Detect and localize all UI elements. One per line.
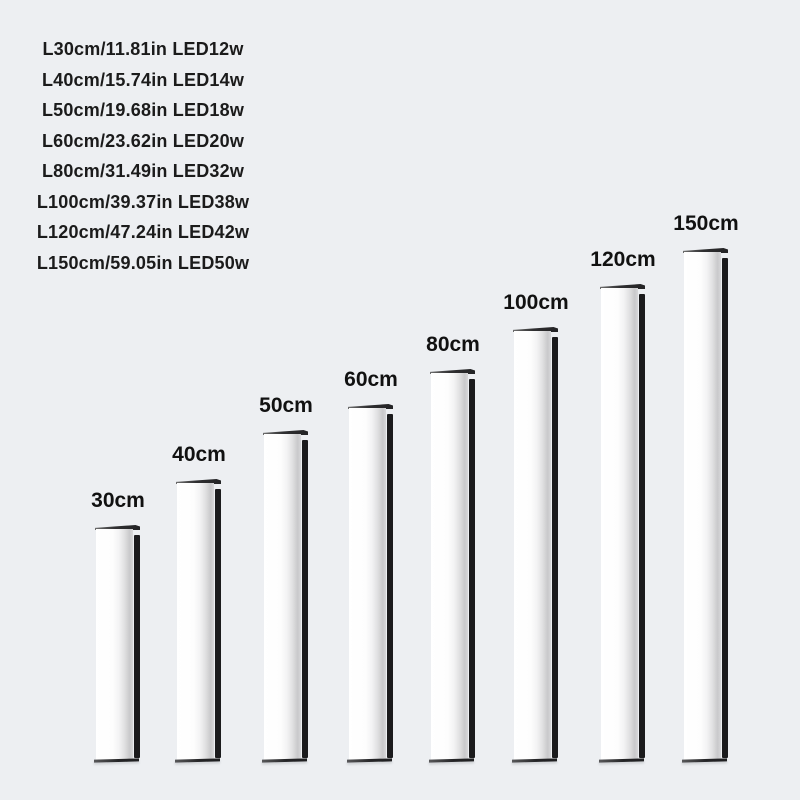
lamp-120cm: 120cm	[590, 248, 656, 763]
led-strip	[639, 294, 645, 758]
lamp-base-line	[347, 758, 392, 763]
spec-line: L60cm/23.62in LED20w	[41, 130, 245, 151]
led-strip	[215, 489, 221, 758]
led-strip	[552, 337, 558, 758]
lamp-label: 60cm	[344, 368, 398, 391]
lamp-label: 40cm	[172, 443, 226, 466]
lamp-label: 30cm	[91, 489, 145, 512]
lamp-label: 50cm	[259, 394, 313, 417]
lamp-base-line	[599, 758, 644, 763]
spec-line: L40cm/15.74in LED14w	[41, 69, 245, 90]
lamp-base-line	[682, 758, 727, 763]
lamp-cap	[513, 327, 558, 332]
lamp-80cm: 80cm	[426, 333, 480, 763]
lamp-cap	[263, 430, 308, 435]
lamp-base-line	[175, 758, 220, 763]
lamp-30cm: 30cm	[91, 489, 145, 763]
lamp-base-line	[94, 758, 139, 763]
lamp-cap	[176, 479, 221, 484]
spec-list: L30cm/11.81in LED12w L40cm/15.74in LED14…	[18, 34, 268, 278]
lamp-100cm: 100cm	[503, 291, 569, 763]
lamp-50cm: 50cm	[259, 394, 313, 763]
spec-line: L50cm/19.68in LED18w	[41, 100, 245, 120]
spec-line: L150cm/59.05in LED50w	[36, 252, 250, 273]
led-strip	[469, 379, 475, 758]
lamp-cap	[683, 248, 728, 253]
lamp-cap	[95, 525, 140, 530]
lamp-label: 150cm	[673, 212, 739, 235]
lamp-label: 80cm	[426, 333, 480, 356]
lamp-label: 120cm	[590, 248, 656, 271]
lamp-40cm: 40cm	[172, 443, 226, 763]
spec-line: L120cm/47.24in LED42w	[36, 222, 250, 242]
lamp-150cm: 150cm	[673, 212, 739, 763]
lamp-body	[514, 331, 551, 760]
lamp-body	[601, 288, 638, 760]
lamp-body	[684, 252, 721, 760]
lamp-base-line	[512, 758, 557, 763]
lamp-60cm: 60cm	[344, 368, 398, 763]
lamp-cap	[430, 369, 475, 374]
lamp-body	[431, 373, 468, 760]
lamp-label: 100cm	[503, 291, 569, 314]
led-strip	[134, 535, 140, 758]
lamp-body	[349, 408, 386, 760]
led-strip	[387, 414, 393, 758]
lamp-body	[96, 529, 133, 760]
lamp-base-line	[262, 758, 307, 763]
lamp-cap	[348, 404, 393, 409]
spec-line: L80cm/31.49in LED32w	[41, 161, 245, 181]
led-strip	[722, 258, 728, 758]
lamp-base-line	[429, 758, 474, 763]
lamp-cap	[600, 284, 645, 289]
spec-line: L30cm/11.81in LED12w	[42, 39, 244, 59]
lamp-body	[264, 434, 301, 760]
lamp-body	[177, 483, 214, 760]
spec-line: L100cm/39.37in LED38w	[36, 191, 250, 212]
led-strip	[302, 440, 308, 758]
